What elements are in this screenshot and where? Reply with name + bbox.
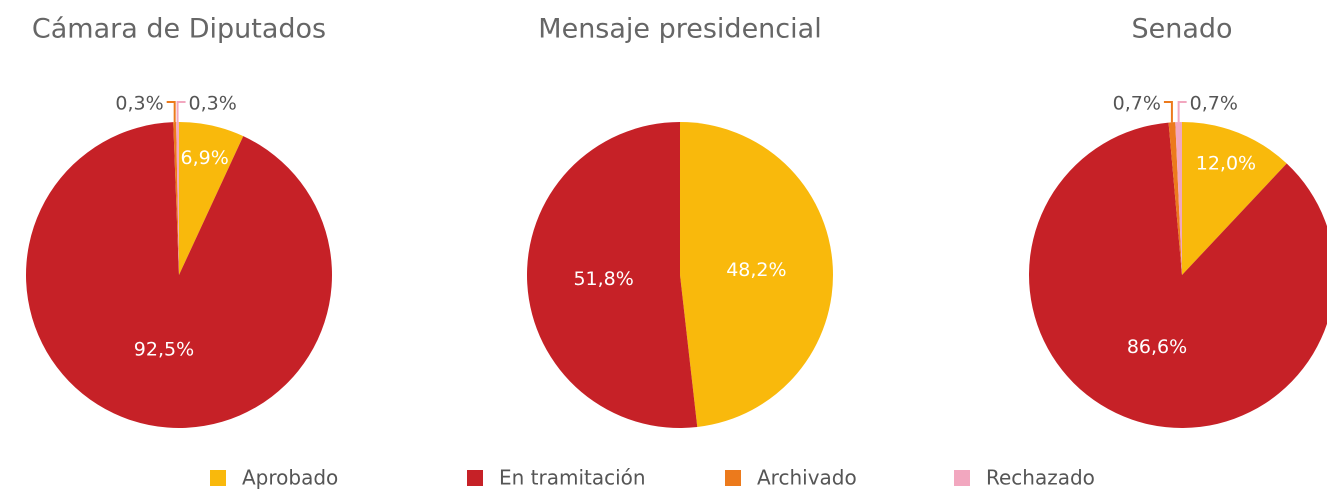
legend-label: En tramitación xyxy=(499,466,646,490)
value-label: 0,7% xyxy=(1113,93,1161,115)
leader-line xyxy=(1177,101,1187,123)
chart-title: Cámara de Diputados xyxy=(32,14,326,45)
legend-label: Rechazado xyxy=(986,466,1095,490)
value-label: 48,2% xyxy=(726,259,786,281)
legend-label: Archivado xyxy=(757,466,857,490)
pie-slice xyxy=(1029,122,1327,428)
pie-slice xyxy=(173,122,179,275)
value-label: 86,6% xyxy=(1127,336,1187,358)
legend-swatch xyxy=(954,470,970,486)
pie-slice xyxy=(680,122,833,428)
pie-slice xyxy=(26,122,333,429)
legend-swatch xyxy=(210,470,226,486)
value-label: 92,5% xyxy=(134,339,194,361)
pie-slice xyxy=(176,122,179,275)
pie-slice xyxy=(1168,122,1182,275)
pie-slice xyxy=(179,122,244,275)
value-label: 0,3% xyxy=(115,93,163,115)
value-label: 0,3% xyxy=(189,93,237,115)
legend-swatch xyxy=(467,470,483,486)
value-label: 6,9% xyxy=(181,147,229,169)
value-label: 12,0% xyxy=(1196,153,1256,175)
pie-slice xyxy=(1175,122,1182,275)
chart-title: Senado xyxy=(1131,14,1232,45)
value-label: 51,8% xyxy=(573,268,633,290)
pie-slice xyxy=(1182,122,1287,275)
pie-slice xyxy=(526,122,698,429)
legend-label: Aprobado xyxy=(242,466,338,490)
leader-line xyxy=(176,101,186,123)
leader-line xyxy=(166,101,176,123)
value-label: 0,7% xyxy=(1190,93,1238,115)
chart-title: Mensaje presidencial xyxy=(538,14,821,45)
leader-line xyxy=(1163,101,1173,123)
legend-swatch xyxy=(725,470,741,486)
